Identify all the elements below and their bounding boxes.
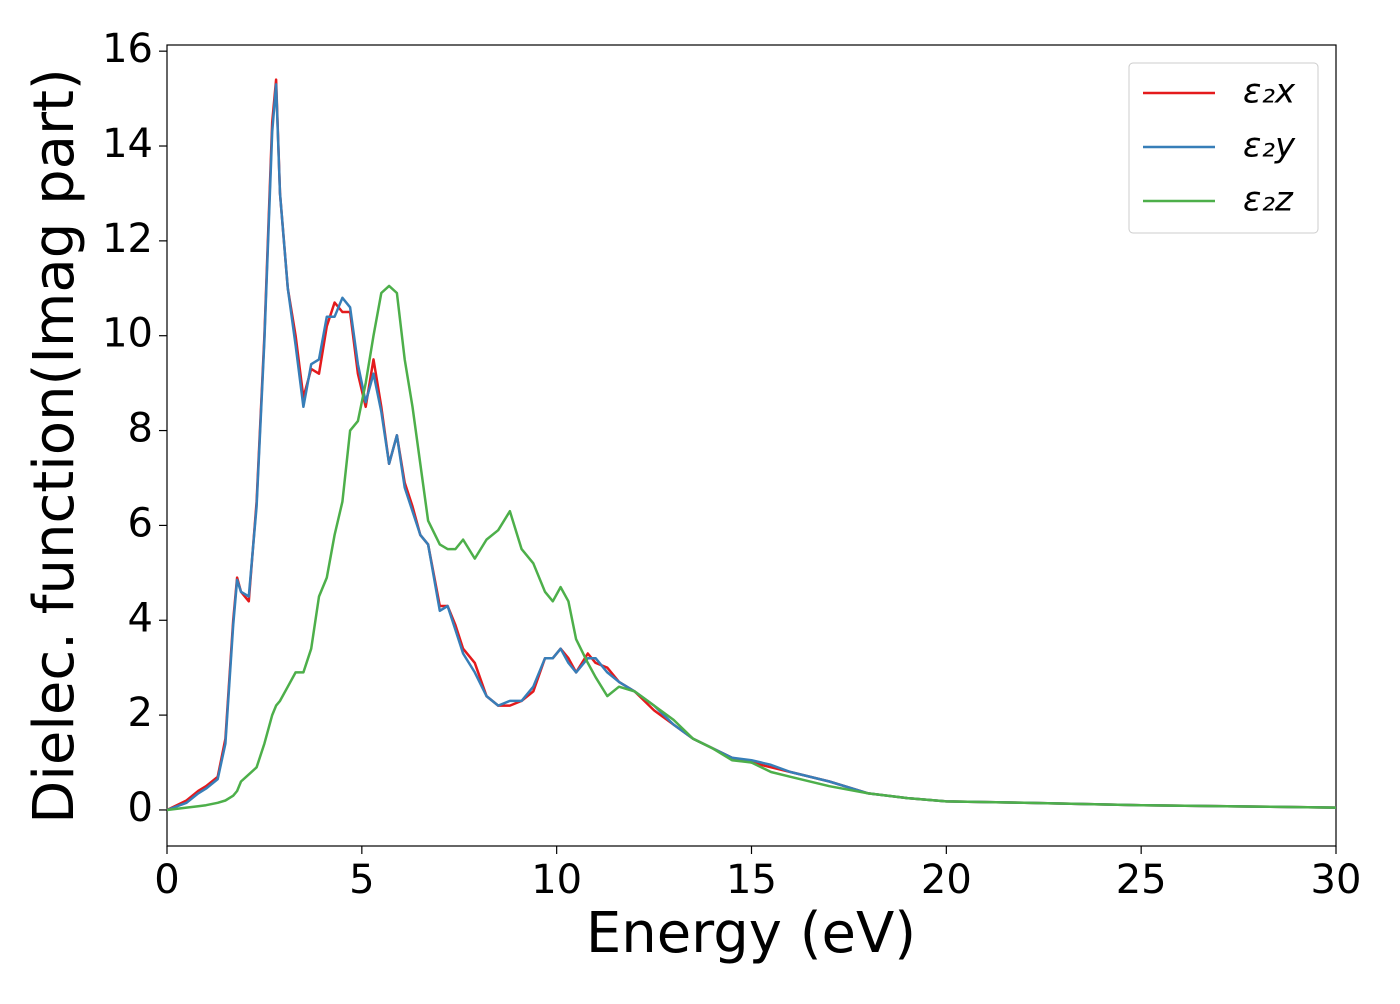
legend-label: ε₂x: [1243, 72, 1296, 112]
x-tick-label: 5: [349, 857, 374, 903]
x-tick-label: 20: [921, 857, 972, 903]
y-tick-label: 2: [128, 690, 153, 736]
y-tick-label: 14: [102, 121, 153, 167]
x-tick-label: 25: [1116, 857, 1167, 903]
y-tick-label: 10: [102, 311, 153, 357]
y-tick-label: 4: [128, 595, 153, 641]
x-tick-label: 10: [531, 857, 582, 903]
y-tick-label: 12: [102, 216, 153, 262]
y-tick-label: 16: [102, 26, 153, 72]
legend-label: ε₂y: [1243, 126, 1296, 166]
x-tick-label: 15: [726, 857, 777, 903]
series-line: [166, 284, 1337, 812]
x-axis-label: Energy (eV): [586, 901, 916, 966]
y-tick-label: 0: [128, 785, 153, 831]
legend-label: ε₂z: [1243, 180, 1294, 220]
x-tick-label: 0: [154, 857, 179, 903]
y-axis-label: Dielec. function(Imag part): [22, 68, 87, 824]
y-tick-label: 8: [128, 406, 153, 452]
x-tick-label: 30: [1311, 857, 1362, 903]
legend-box: [1128, 62, 1319, 234]
y-tick-label: 6: [128, 500, 153, 546]
